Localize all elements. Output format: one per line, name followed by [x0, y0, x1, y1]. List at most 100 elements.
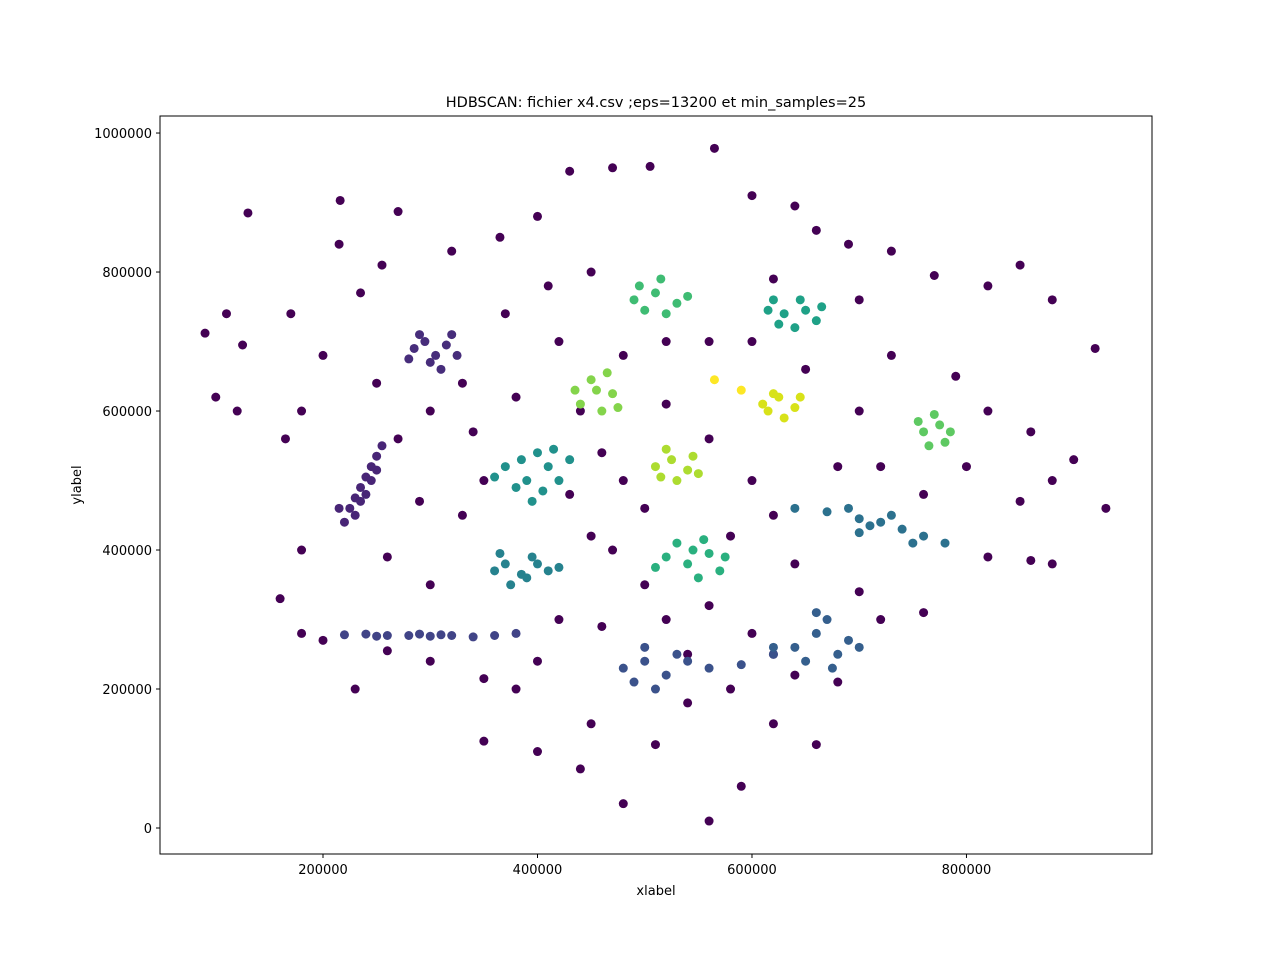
point: [618, 350, 628, 360]
point: [575, 764, 585, 774]
point: [597, 621, 607, 631]
point: [334, 239, 344, 249]
point: [420, 337, 430, 347]
point: [372, 378, 382, 388]
point: [404, 354, 414, 364]
point: [683, 656, 693, 666]
point: [945, 427, 955, 437]
point: [961, 462, 971, 472]
point: [935, 420, 945, 430]
point: [758, 399, 768, 409]
point: [243, 208, 253, 218]
point: [790, 403, 800, 413]
point: [919, 427, 929, 437]
point: [511, 628, 521, 638]
point: [940, 538, 950, 548]
point: [919, 531, 929, 541]
point: [667, 455, 677, 465]
point: [833, 462, 843, 472]
point: [983, 552, 993, 562]
point: [602, 368, 612, 378]
x-tick-label: 800000: [942, 863, 992, 878]
point: [1047, 476, 1057, 486]
point: [479, 674, 489, 684]
point: [650, 562, 660, 572]
point: [844, 503, 854, 513]
point: [415, 629, 425, 639]
point: [318, 635, 328, 645]
y-tick-label: 0: [144, 822, 152, 837]
point: [297, 628, 307, 638]
point: [211, 392, 221, 402]
point: [377, 260, 387, 270]
point: [532, 656, 542, 666]
point: [495, 548, 505, 558]
point: [361, 629, 371, 639]
point: [704, 434, 714, 444]
point: [768, 510, 778, 520]
point: [608, 163, 618, 173]
point: [1015, 260, 1025, 270]
point: [597, 406, 607, 416]
point: [527, 552, 537, 562]
point: [763, 305, 773, 315]
point: [565, 455, 575, 465]
point: [366, 476, 376, 486]
point: [854, 295, 864, 305]
point: [527, 496, 537, 506]
point: [232, 406, 242, 416]
point: [1047, 559, 1057, 569]
point: [608, 545, 618, 555]
point: [356, 496, 366, 506]
point: [854, 514, 864, 524]
point: [1090, 343, 1100, 353]
point: [650, 288, 660, 298]
point: [200, 328, 210, 338]
point: [490, 472, 500, 482]
point: [393, 207, 403, 217]
point: [1101, 503, 1111, 513]
point: [929, 409, 939, 419]
point: [221, 309, 231, 319]
point: [613, 403, 623, 413]
point: [586, 375, 596, 385]
point: [565, 489, 575, 499]
point: [372, 631, 382, 641]
point: [672, 538, 682, 548]
point: [238, 340, 248, 350]
point: [618, 476, 628, 486]
point: [827, 663, 837, 673]
point: [768, 389, 778, 399]
point: [656, 472, 666, 482]
point: [704, 548, 714, 558]
point: [715, 566, 725, 576]
point: [790, 642, 800, 652]
point: [415, 330, 425, 340]
point: [532, 747, 542, 757]
point: [452, 350, 462, 360]
point: [661, 444, 671, 454]
point: [854, 528, 864, 538]
point: [822, 615, 832, 625]
point: [479, 736, 489, 746]
point: [693, 469, 703, 479]
point: [661, 399, 671, 409]
point: [441, 340, 451, 350]
point: [382, 630, 392, 640]
point: [774, 319, 784, 329]
point: [554, 562, 564, 572]
point: [425, 656, 435, 666]
point: [833, 677, 843, 687]
point: [1026, 555, 1036, 565]
point: [747, 191, 757, 201]
point: [570, 385, 580, 395]
point: [538, 486, 548, 496]
point: [565, 166, 575, 176]
point: [886, 510, 896, 520]
point: [575, 406, 585, 416]
point: [1047, 295, 1057, 305]
point: [382, 646, 392, 656]
x-tick-label: 400000: [513, 863, 563, 878]
